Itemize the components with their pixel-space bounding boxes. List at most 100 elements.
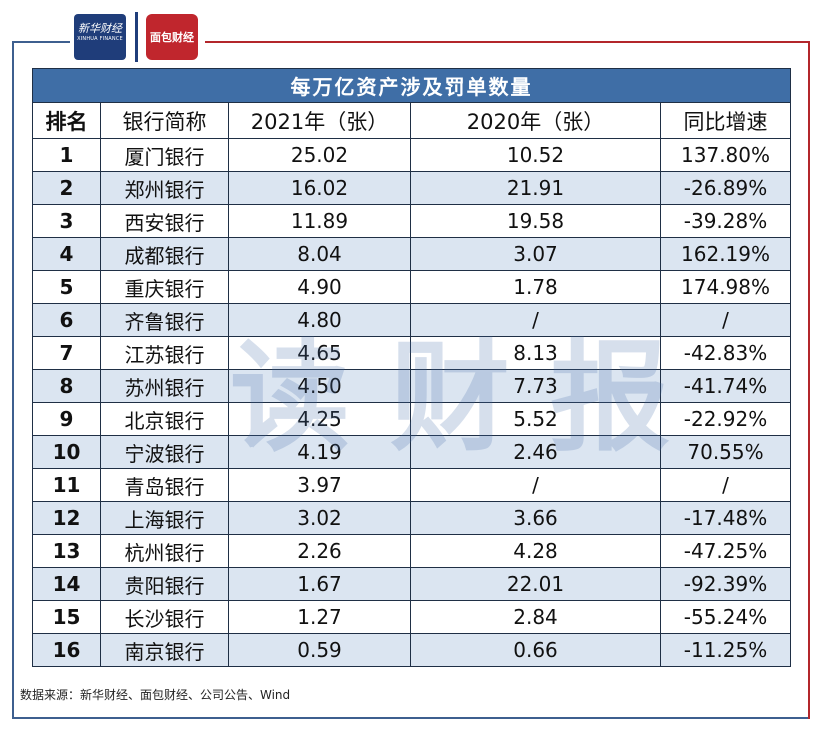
rank-cell: 1 xyxy=(32,138,101,172)
table-cell: / xyxy=(410,303,661,337)
table-cell: 19.58 xyxy=(410,204,661,238)
table-cell: 苏州银行 xyxy=(100,369,229,403)
table-cell: 西安银行 xyxy=(100,204,229,238)
table-row: 10 宁波银行 4.19 2.46 70.55% xyxy=(32,435,792,469)
rank-cell: 3 xyxy=(32,204,101,238)
rank-cell: 4 xyxy=(32,237,101,271)
column-header: 银行简称 xyxy=(100,102,229,139)
table-cell: 4.90 xyxy=(228,270,411,304)
column-header: 同比增速 xyxy=(659,102,792,139)
table-cell: 4.28 xyxy=(410,534,661,568)
table-cell: 2.26 xyxy=(228,534,411,568)
table-cell: 0.66 xyxy=(410,633,661,667)
table-cell: 重庆银行 xyxy=(100,270,229,304)
rank-cell: 7 xyxy=(32,336,101,370)
table-cell: 4.25 xyxy=(228,402,411,436)
rank-cell: 16 xyxy=(32,633,101,667)
frame-line xyxy=(808,41,810,719)
table-cell: 11.89 xyxy=(228,204,411,238)
table-cell: -26.89% xyxy=(659,171,792,205)
table-cell: 162.19% xyxy=(659,237,792,271)
table-cell: 0.59 xyxy=(228,633,411,667)
logo-separator xyxy=(135,12,138,62)
table-cell: 10.52 xyxy=(410,138,661,172)
table-cell: 1.67 xyxy=(228,567,411,601)
table-cell: 2.84 xyxy=(410,600,661,634)
table-cell: / xyxy=(410,468,661,502)
table-cell: -55.24% xyxy=(659,600,792,634)
frame-line xyxy=(12,41,70,43)
table-cell: 长沙银行 xyxy=(100,600,229,634)
table-cell: 贵阳银行 xyxy=(100,567,229,601)
table-cell: -41.74% xyxy=(659,369,792,403)
table-cell: 4.65 xyxy=(228,336,411,370)
column-header: 排名 xyxy=(32,102,101,139)
table-cell: 7.73 xyxy=(410,369,661,403)
column-header: 2020年（张） xyxy=(410,102,661,139)
table-cell: 174.98% xyxy=(659,270,792,304)
table-cell: 22.01 xyxy=(410,567,661,601)
logo-text: 面包财经 xyxy=(150,31,194,44)
table-cell: 2.46 xyxy=(410,435,661,469)
table-row: 8 苏州银行 4.50 7.73 -41.74% xyxy=(32,369,792,403)
table-cell: 4.80 xyxy=(228,303,411,337)
table-cell: -42.83% xyxy=(659,336,792,370)
logo-xinhua: 新华财经 XINHUA FINANCE xyxy=(74,14,126,60)
table-cell: 1.27 xyxy=(228,600,411,634)
table-cell: 北京银行 xyxy=(100,402,229,436)
title-row: 每万亿资产涉及罚单数量 xyxy=(31,68,792,103)
table-cell: 南京银行 xyxy=(100,633,229,667)
rank-cell: 12 xyxy=(32,501,101,535)
logo-text: XINHUA FINANCE xyxy=(77,36,123,42)
table-cell: 杭州银行 xyxy=(100,534,229,568)
table-body: 1 厦门银行 25.02 10.52 137.80% 2 郑州银行 16.02 21.91 -26… xyxy=(32,138,792,667)
table-row: 9 北京银行 4.25 5.52 -22.92% xyxy=(32,402,792,436)
rank-cell: 5 xyxy=(32,270,101,304)
frame-line xyxy=(12,717,810,719)
rank-cell: 14 xyxy=(32,567,101,601)
table-row: 4 成都银行 8.04 3.07 162.19% xyxy=(32,237,792,271)
column-header: 2021年（张） xyxy=(228,102,411,139)
rank-cell: 9 xyxy=(32,402,101,436)
table-row: 12 上海银行 3.02 3.66 -17.48% xyxy=(32,501,792,535)
table-cell: -22.92% xyxy=(659,402,792,436)
table-cell: 4.50 xyxy=(228,369,411,403)
table-cell: 上海银行 xyxy=(100,501,229,535)
table-cell: / xyxy=(659,468,792,502)
table-cell: 21.91 xyxy=(410,171,661,205)
table-title: 每万亿资产涉及罚单数量 xyxy=(31,68,792,103)
table-cell: -92.39% xyxy=(659,567,792,601)
table-cell: -11.25% xyxy=(659,633,792,667)
rank-cell: 10 xyxy=(32,435,101,469)
table-cell: -17.48% xyxy=(659,501,792,535)
table-row: 13 杭州银行 2.26 4.28 -47.25% xyxy=(32,534,792,568)
rank-cell: 6 xyxy=(32,303,101,337)
header-row: 排名 银行简称 2021年（张） 2020年（张） 同比增速 xyxy=(32,102,792,139)
table-cell: 137.80% xyxy=(659,138,792,172)
table-cell: 8.04 xyxy=(228,237,411,271)
table-cell: 郑州银行 xyxy=(100,171,229,205)
table-row: 6 齐鲁银行 4.80// xyxy=(32,303,792,337)
table-cell: / xyxy=(659,303,792,337)
table-row: 1 厦门银行 25.02 10.52 137.80% xyxy=(32,138,792,172)
table-cell: 25.02 xyxy=(228,138,411,172)
rank-cell: 8 xyxy=(32,369,101,403)
data-table: 每万亿资产涉及罚单数量 排名 银行简称 2021年（张） 2020年（张） 同比增速 1… xyxy=(31,68,792,667)
rank-cell: 11 xyxy=(32,468,101,502)
table-row: 7 江苏银行 4.65 8.13 -42.83% xyxy=(32,336,792,370)
table-cell: 宁波银行 xyxy=(100,435,229,469)
table-cell: 16.02 xyxy=(228,171,411,205)
table-row: 16 南京银行 0.59 0.66 -11.25% xyxy=(32,633,792,667)
table-row: 3 西安银行 11.89 19.58 -39.28% xyxy=(32,204,792,238)
table-cell: 3.02 xyxy=(228,501,411,535)
table-cell: 5.52 xyxy=(410,402,661,436)
logo-mianbao: 面包财经 xyxy=(146,14,198,60)
table-cell: -47.25% xyxy=(659,534,792,568)
table-cell: 3.07 xyxy=(410,237,661,271)
table-row: 2 郑州银行 16.02 21.91 -26.89% xyxy=(32,171,792,205)
table-cell: 齐鲁银行 xyxy=(100,303,229,337)
table-row: 5 重庆银行 4.90 1.78 174.98% xyxy=(32,270,792,304)
rank-cell: 15 xyxy=(32,600,101,634)
table-row: 15 长沙银行 1.27 2.84 -55.24% xyxy=(32,600,792,634)
table-cell: 1.78 xyxy=(410,270,661,304)
